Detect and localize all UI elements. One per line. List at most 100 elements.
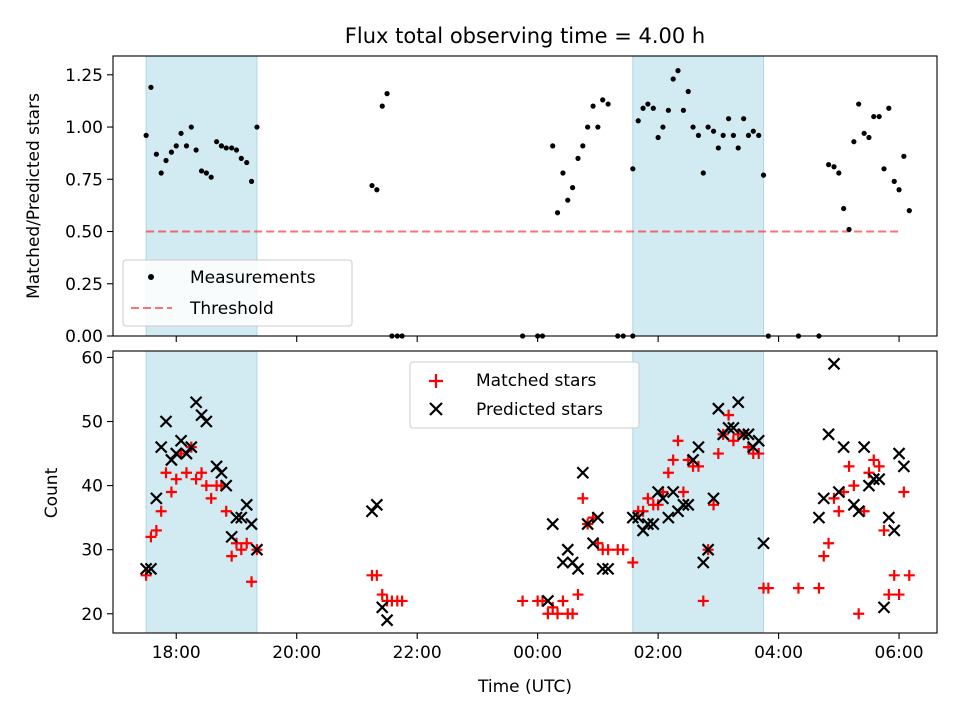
- legend-measurements-label: Measurements: [190, 268, 316, 288]
- matched-point: [878, 524, 890, 536]
- predicted-point: [701, 543, 715, 556]
- measurement-point: [595, 124, 601, 130]
- predicted-point: [872, 472, 886, 486]
- measurement-point: [173, 143, 179, 149]
- top-y-ticks: 0.00 0.25 0.50 0.75 1.00 1.25: [65, 66, 113, 347]
- measurement-point: [675, 68, 681, 74]
- matched-point: [140, 569, 152, 581]
- matched-point: [642, 492, 654, 504]
- measurement-points: [143, 68, 912, 339]
- predicted-point: [742, 428, 755, 441]
- top-legend-box: [122, 259, 353, 327]
- measurement-point: [650, 105, 656, 111]
- measurement-point: [600, 97, 606, 103]
- legend-threshold-label: Threshold: [189, 299, 274, 319]
- matched-point: [893, 589, 905, 601]
- measurement-point: [695, 132, 702, 139]
- measurement-point: [710, 128, 717, 134]
- predicted-point: [375, 601, 389, 614]
- predicted-point: [656, 492, 670, 505]
- measurement-point: [550, 143, 556, 149]
- predicted-point: [731, 395, 745, 409]
- predicted-point: [832, 485, 846, 499]
- predicted-point: [817, 492, 831, 505]
- matched-point: [883, 589, 895, 601]
- measurement-point: [856, 101, 862, 107]
- x-tick-label: 22:00: [393, 643, 442, 663]
- measurement-point: [660, 124, 666, 130]
- measurement-point: [825, 162, 832, 168]
- matched-point: [627, 557, 639, 568]
- matched-point: [145, 531, 157, 543]
- predicted-point: [174, 434, 188, 448]
- predicted-point: [365, 504, 379, 518]
- measurement-point: [866, 134, 872, 141]
- measurement-point: [244, 159, 250, 166]
- matched-point: [823, 537, 835, 549]
- x-tick-label: 02:00: [634, 643, 683, 663]
- predicted-point: [169, 447, 183, 460]
- matched-point: [190, 473, 202, 485]
- measurement-point: [188, 124, 194, 130]
- matched-point: [708, 499, 720, 511]
- predicted-point: [144, 562, 158, 576]
- x-tick-label: 18:00: [152, 643, 201, 663]
- matched-point: [888, 569, 900, 581]
- measurement-point: [233, 147, 240, 153]
- predicted-point: [681, 498, 695, 512]
- predicted-point: [837, 440, 850, 454]
- predicted-point: [561, 543, 575, 556]
- measurement-point: [630, 166, 636, 172]
- matched-point: [672, 435, 684, 447]
- measurement-point: [685, 88, 691, 95]
- predicted-point: [586, 536, 600, 550]
- measurement-point: [861, 130, 867, 136]
- measurement-point: [750, 128, 756, 134]
- measurement-point: [841, 205, 847, 212]
- matched-point: [155, 505, 167, 517]
- y-tick-label: 0.00: [65, 327, 103, 347]
- matched-point: [873, 460, 885, 472]
- predicted-point: [887, 524, 901, 537]
- predicted-point: [576, 466, 590, 480]
- measurement-point: [148, 84, 154, 90]
- matched-point: [226, 550, 238, 562]
- x-tick-label: 00:00: [513, 643, 562, 663]
- matched-point: [828, 492, 840, 504]
- predicted-point: [185, 440, 198, 454]
- matched-point: [813, 582, 825, 594]
- matched-point: [557, 595, 569, 607]
- measurement-point: [580, 143, 586, 149]
- matched-point: [180, 467, 192, 479]
- predicted-point: [541, 594, 555, 608]
- measurement-point: [178, 130, 184, 136]
- legend-predicted-marker: [429, 402, 443, 416]
- legend-measurement-marker: [148, 274, 154, 280]
- measurement-point: [680, 107, 687, 113]
- predicted-point: [195, 408, 208, 422]
- measurement-point: [705, 124, 711, 130]
- predicted-point: [812, 511, 826, 524]
- predicted-point: [200, 415, 213, 428]
- predicted-point: [546, 517, 559, 531]
- measurement-point: [741, 116, 747, 122]
- predicted-point: [666, 485, 680, 499]
- predicted-point: [697, 556, 710, 569]
- matched-star-points: [140, 409, 915, 620]
- x-axis-label: Time (UTC): [477, 677, 572, 697]
- matched-point: [652, 499, 664, 511]
- predicted-point: [139, 562, 153, 576]
- matched-point: [396, 595, 408, 607]
- matched-point: [868, 454, 880, 466]
- matched-point: [697, 595, 709, 607]
- predicted-point: [154, 440, 168, 454]
- matched-point: [667, 454, 679, 466]
- predicted-point: [641, 517, 655, 531]
- measurement-point: [645, 101, 651, 107]
- matched-point: [712, 448, 724, 460]
- top-legend: Measurements Threshold: [122, 259, 353, 327]
- matched-point: [220, 505, 232, 517]
- measurement-point: [640, 105, 646, 111]
- measurement-point: [871, 113, 877, 120]
